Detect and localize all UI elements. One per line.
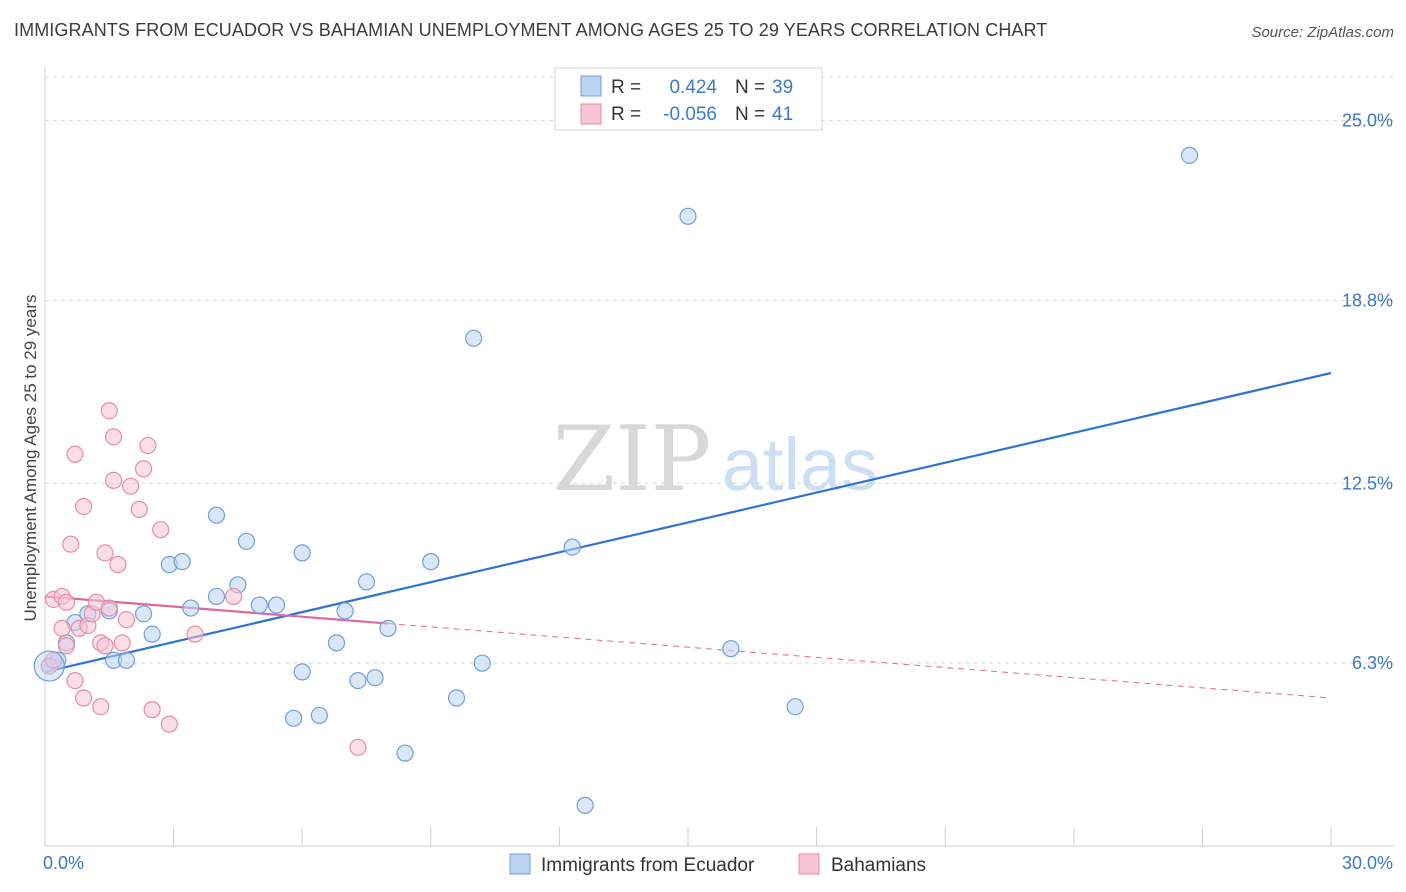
point-bahamians	[225, 587, 243, 606]
point-ecuador	[379, 619, 397, 637]
point-bahamians	[186, 625, 204, 643]
point-ecuador	[182, 599, 200, 617]
legend-r-label-ecuador: R =	[611, 77, 641, 98]
point-ecuador	[422, 553, 440, 571]
point-bahamians	[92, 698, 110, 716]
point-ecuador	[293, 544, 311, 562]
legend-r-value-ecuador: 0.424	[669, 77, 717, 98]
legend-n-label-ecuador: N =	[735, 77, 765, 98]
point-bahamians	[96, 637, 114, 655]
point-ecuador	[267, 596, 286, 614]
point-bahamians	[122, 477, 140, 495]
point-ecuador	[336, 602, 354, 620]
watermark-zip: ZIP	[553, 407, 712, 512]
point-bahamians	[74, 497, 93, 516]
point-ecuador	[285, 709, 303, 727]
x-tick-label-min: 0.0%	[43, 853, 84, 873]
series-legend-swatch-ecuador	[509, 853, 531, 875]
legend-swatch-bahamians	[580, 103, 602, 125]
gridlines	[45, 76, 1394, 664]
point-ecuador	[349, 671, 367, 690]
point-ecuador	[250, 596, 268, 614]
point-bahamians	[66, 445, 84, 463]
point-ecuador	[447, 689, 466, 707]
point-bahamians	[66, 671, 84, 690]
point-ecuador	[357, 573, 376, 591]
chart-title: IMMIGRANTS FROM ECUADOR VS BAHAMIAN UNEM…	[14, 20, 1048, 40]
point-bahamians	[100, 402, 118, 420]
point-bahamians	[57, 637, 76, 655]
point-ecuador	[679, 207, 697, 225]
legend-r-value-bahamians: -0.056	[663, 104, 717, 125]
point-ecuador	[786, 698, 804, 716]
legend-swatch-ecuador	[580, 75, 602, 97]
point-ecuador	[134, 605, 153, 623]
legend-n-label-bahamians: N =	[735, 104, 765, 125]
series-legend: Immigrants from Ecuador Bahamians	[509, 853, 926, 876]
point-bahamians	[134, 460, 153, 478]
point-ecuador	[576, 796, 594, 814]
point-ecuador	[207, 506, 226, 524]
watermark-atlas: atlas	[722, 423, 878, 506]
point-bahamians	[143, 701, 161, 719]
point-bahamians	[53, 619, 71, 637]
point-ecuador	[473, 654, 491, 672]
legend-r-label-bahamians: R =	[611, 104, 641, 125]
point-bahamians	[130, 500, 148, 518]
correlation-legend: R = 0.424 N = 39 R = -0.056 N = 41	[554, 67, 823, 131]
point-ecuador	[237, 532, 256, 550]
point-ecuador	[173, 553, 191, 571]
point-ecuador	[465, 329, 483, 347]
point-bahamians	[139, 436, 157, 455]
point-ecuador	[563, 538, 581, 556]
data-points	[33, 146, 1199, 814]
point-bahamians	[160, 715, 178, 733]
y-tick-label: 12.5%	[1342, 473, 1393, 493]
point-ecuador	[117, 651, 136, 669]
point-bahamians	[113, 634, 131, 652]
y-tick-label: 25.0%	[1342, 111, 1393, 131]
point-ecuador	[143, 625, 161, 643]
series-legend-swatch-bahamians	[798, 853, 820, 875]
point-bahamians	[104, 471, 123, 489]
axes	[44, 67, 1394, 847]
point-ecuador	[327, 634, 346, 652]
point-bahamians	[109, 555, 127, 574]
trend-line-ecuador	[44, 371, 1332, 673]
series-legend-label-ecuador: Immigrants from Ecuador	[541, 855, 755, 876]
point-cluster-ecuador	[33, 650, 65, 682]
watermark: ZIP atlas	[553, 407, 878, 512]
trend-line-bahamians-extension	[387, 623, 1332, 699]
source-credit: Source: ZipAtlas.com	[1251, 24, 1394, 41]
y-tick-label: 6.3%	[1352, 653, 1393, 673]
point-ecuador	[310, 706, 328, 725]
y-tick-label: 18.8%	[1342, 290, 1393, 310]
point-ecuador	[366, 669, 384, 687]
point-bahamians	[104, 428, 123, 446]
point-bahamians	[96, 544, 114, 562]
point-ecuador	[207, 587, 226, 606]
point-bahamians	[117, 611, 136, 629]
tick-labels: 6.3% 12.5% 18.8% 25.0% 0.0% 30.0%	[43, 111, 1393, 873]
point-bahamians	[57, 593, 76, 611]
point-bahamians	[74, 689, 93, 707]
point-bahamians	[349, 738, 367, 756]
point-bahamians	[62, 535, 80, 553]
point-bahamians	[152, 521, 170, 539]
point-ecuador	[293, 663, 311, 681]
series-legend-label-bahamians: Bahamians	[831, 855, 926, 876]
legend-n-value-bahamians: 41	[772, 104, 793, 125]
y-axis-label: Unemployment Among Ages 25 to 29 years	[21, 295, 40, 622]
point-ecuador	[396, 744, 414, 762]
legend-n-value-ecuador: 39	[772, 77, 793, 98]
point-ecuador	[1180, 146, 1199, 164]
point-bahamians	[100, 599, 118, 617]
point-ecuador	[722, 640, 740, 658]
x-tick-label-max: 30.0%	[1342, 853, 1393, 873]
